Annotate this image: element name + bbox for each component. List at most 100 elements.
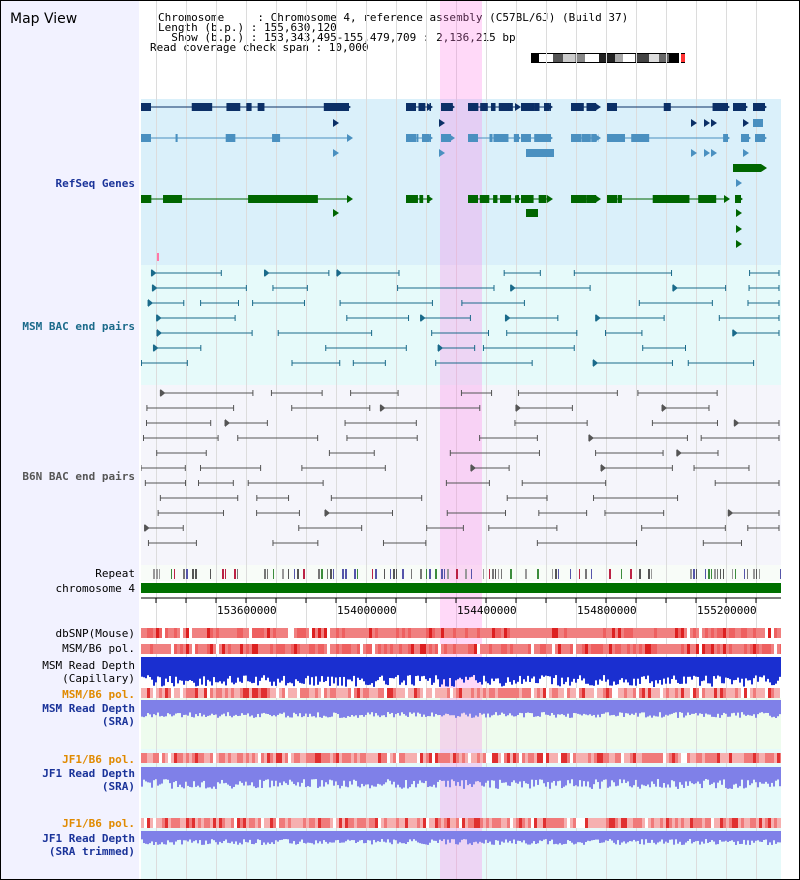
highlight-region[interactable]	[440, 1, 482, 879]
read-depth-bar	[389, 767, 391, 781]
read-depth-bar	[575, 831, 577, 844]
read-depth-bar	[677, 657, 679, 683]
read-depth-bar	[337, 767, 339, 786]
read-depth-bar	[141, 700, 143, 717]
polymorphism-cell	[681, 818, 684, 828]
polymorphism-cell	[198, 688, 201, 698]
read-depth-bar	[613, 831, 615, 843]
polymorphism-cell	[672, 818, 675, 828]
read-depth-bar	[347, 831, 349, 840]
read-depth-bar	[707, 657, 709, 684]
polymorphism-cell	[663, 688, 666, 698]
gene-exon	[419, 195, 424, 203]
polymorphism-cell	[372, 818, 375, 828]
polymorphism-cell	[381, 818, 384, 828]
tracks-canvas[interactable]	[141, 1, 781, 879]
read-depth-bar	[329, 700, 331, 718]
gene-strand-arrow	[427, 134, 433, 142]
read-depth-bar	[743, 657, 745, 687]
read-depth-bar	[201, 700, 203, 717]
polymorphism-cell	[426, 753, 429, 763]
read-depth-bar	[679, 831, 681, 842]
read-depth-bar	[207, 700, 209, 716]
grid-line	[276, 1, 277, 879]
read-depth-bar	[609, 767, 611, 787]
polymorphism-cell	[195, 753, 198, 763]
read-depth-bar	[415, 831, 417, 841]
refseq-genes-label[interactable]: RefSeq Genes	[55, 177, 135, 190]
jf1-depth-label: JF1 Read Depth	[42, 767, 135, 780]
msm-bac-label[interactable]: MSM BAC end pairs	[22, 320, 135, 333]
read-depth-bar	[405, 657, 407, 686]
track-area[interactable]: 153600000 154000000 154400000 154800000 …	[141, 1, 781, 879]
read-depth-bar	[637, 700, 639, 717]
polymorphism-cell	[420, 818, 423, 828]
polymorphism-cell	[534, 753, 537, 763]
read-depth-bar	[209, 767, 211, 788]
read-depth-bar	[355, 767, 357, 781]
read-depth-bar	[411, 831, 413, 842]
polymorphism-cell	[312, 818, 315, 828]
read-depth-bar	[435, 657, 437, 676]
polymorphism-cell	[513, 753, 516, 763]
read-depth-bar	[635, 831, 637, 842]
read-depth-bar	[711, 831, 713, 841]
read-depth-bar	[623, 700, 625, 717]
gene-exon	[421, 134, 426, 142]
read-depth-bar	[541, 700, 543, 713]
read-depth-bar	[631, 657, 633, 686]
polymorphism-cell	[492, 753, 495, 763]
polymorphism-cell	[375, 818, 378, 828]
read-depth-bar	[193, 831, 195, 842]
polymorphism-cell	[495, 644, 498, 654]
polymorphism-cell	[456, 628, 459, 638]
polymorphism-cell	[615, 688, 618, 698]
read-depth-bar	[695, 831, 697, 842]
read-depth-bar	[511, 831, 513, 844]
read-depth-bar	[311, 700, 313, 717]
read-depth-bar	[635, 657, 637, 686]
read-depth-bar	[281, 700, 283, 714]
read-depth-bar	[641, 700, 643, 713]
polymorphism-cell	[291, 753, 294, 763]
polymorphism-cell	[189, 688, 192, 698]
polymorphism-cell	[204, 818, 207, 828]
read-depth-bar	[345, 831, 347, 842]
read-depth-bar	[773, 767, 775, 787]
polymorphism-cell	[420, 688, 423, 698]
read-depth-bar	[489, 700, 491, 718]
polymorphism-cell	[762, 753, 765, 763]
polymorphism-cell	[159, 688, 162, 698]
polymorphism-cell	[693, 688, 696, 698]
read-depth-bar	[597, 831, 599, 840]
polymorphism-cell	[654, 628, 657, 638]
read-depth-bar	[761, 657, 763, 678]
read-depth-bar	[779, 831, 781, 843]
read-depth-bar	[363, 831, 365, 844]
polymorphism-cell	[234, 818, 237, 828]
polymorphism-cell	[654, 644, 657, 654]
polymorphism-cell	[384, 688, 387, 698]
read-depth-bar	[241, 831, 243, 845]
axis-tick-label: 155200000	[697, 604, 757, 617]
polymorphism-cell	[198, 644, 201, 654]
polymorphism-cell	[609, 818, 612, 828]
gene-exon	[590, 195, 597, 203]
read-depth-bar	[287, 657, 289, 684]
polymorphism-cell	[246, 644, 249, 654]
repeat-element	[747, 569, 748, 579]
read-depth-bar	[537, 767, 539, 785]
polymorphism-cell	[591, 688, 594, 698]
polymorphism-cell	[210, 644, 213, 654]
gene-marker	[157, 253, 159, 261]
read-depth-bar	[143, 831, 145, 844]
read-depth-bar	[339, 700, 341, 718]
read-depth-bar	[183, 767, 185, 789]
read-depth-bar	[395, 831, 397, 841]
read-depth-bar	[673, 767, 675, 782]
read-depth-bar	[179, 831, 181, 840]
b6n-bac-label[interactable]: B6N BAC end pairs	[22, 470, 135, 483]
read-depth-bar	[513, 700, 515, 717]
gene-exon	[592, 134, 597, 142]
read-depth-bar	[289, 767, 291, 780]
